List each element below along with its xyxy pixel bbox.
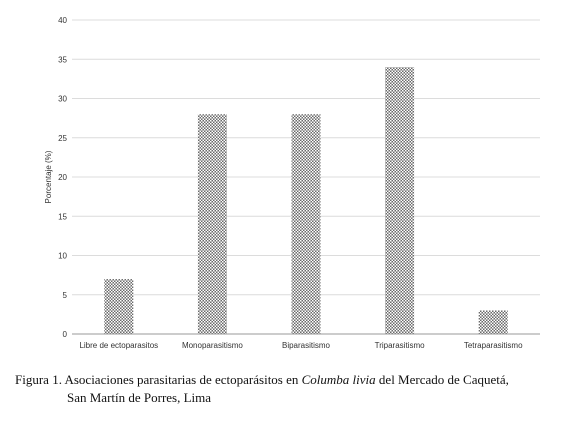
x-tick-label: Biparasitismo: [282, 341, 331, 350]
caption-line2: San Martín de Porres, Lima: [67, 390, 212, 405]
x-tick-label: Monoparasitismo: [182, 341, 243, 350]
y-axis-ticks: 0 5 10 15 20 25 30 35 40: [58, 16, 67, 339]
x-tick-label: Tetraparasitismo: [464, 341, 523, 350]
figure-caption: Figura 1. Asociaciones parasitarias de e…: [15, 371, 571, 407]
y-tick-label: 25: [58, 134, 67, 143]
x-tick-label: Triparasitismo: [375, 341, 425, 350]
caption-species: Columba livia: [301, 372, 376, 387]
x-axis-ticks: Libre de ectoparasitos Monoparasitismo Bip…: [79, 341, 523, 350]
caption-suffix: del Mercado de Caquetá,: [375, 372, 509, 387]
bar-monoparasitismo: [197, 114, 227, 334]
bar-libre-de-ectoparasitos: [104, 279, 134, 334]
y-tick-label: 5: [63, 291, 68, 300]
y-tick-label: 35: [58, 55, 67, 64]
bar-tetraparasitismo: [478, 310, 508, 334]
y-axis-label: Porcentaje (%): [44, 150, 53, 203]
x-tick-label: Libre de ectoparasitos: [79, 341, 158, 350]
bars: [104, 67, 508, 334]
caption-prefix: Figura 1. Asociaciones parasitarias de e…: [15, 372, 302, 387]
y-tick-label: 15: [58, 212, 67, 221]
bar-triparasitismo: [385, 67, 415, 334]
y-tick-label: 30: [58, 95, 67, 104]
y-tick-label: 0: [63, 330, 68, 339]
bar-biparasitismo: [291, 114, 321, 334]
y-tick-label: 20: [58, 173, 67, 182]
y-tick-label: 40: [58, 16, 67, 25]
y-tick-label: 10: [58, 252, 67, 261]
